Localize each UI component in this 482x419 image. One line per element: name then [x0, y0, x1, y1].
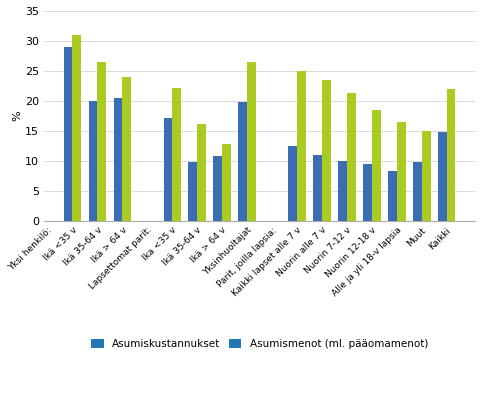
Bar [122, 77, 131, 221]
Bar [247, 62, 256, 221]
Bar [438, 132, 447, 221]
Bar [188, 162, 197, 221]
Bar [447, 89, 455, 221]
Bar [89, 101, 97, 221]
Bar [297, 71, 306, 221]
Bar [222, 144, 231, 221]
Bar [397, 122, 405, 221]
Legend: Asumiskustannukset, Asumismenot (ml. pääomamenot): Asumiskustannukset, Asumismenot (ml. pää… [87, 335, 432, 353]
Bar [172, 88, 181, 221]
Bar [363, 164, 372, 221]
Bar [338, 161, 347, 221]
Bar [197, 124, 206, 221]
Bar [422, 131, 430, 221]
Bar [322, 80, 331, 221]
Bar [388, 171, 397, 221]
Bar [163, 118, 172, 221]
Bar [214, 156, 222, 221]
Bar [114, 98, 122, 221]
Bar [97, 62, 106, 221]
Bar [239, 102, 247, 221]
Bar [372, 110, 381, 221]
Y-axis label: %: % [13, 111, 22, 121]
Bar [313, 155, 322, 221]
Bar [64, 47, 72, 221]
Bar [72, 35, 81, 221]
Bar [288, 146, 297, 221]
Bar [347, 93, 356, 221]
Bar [413, 162, 422, 221]
